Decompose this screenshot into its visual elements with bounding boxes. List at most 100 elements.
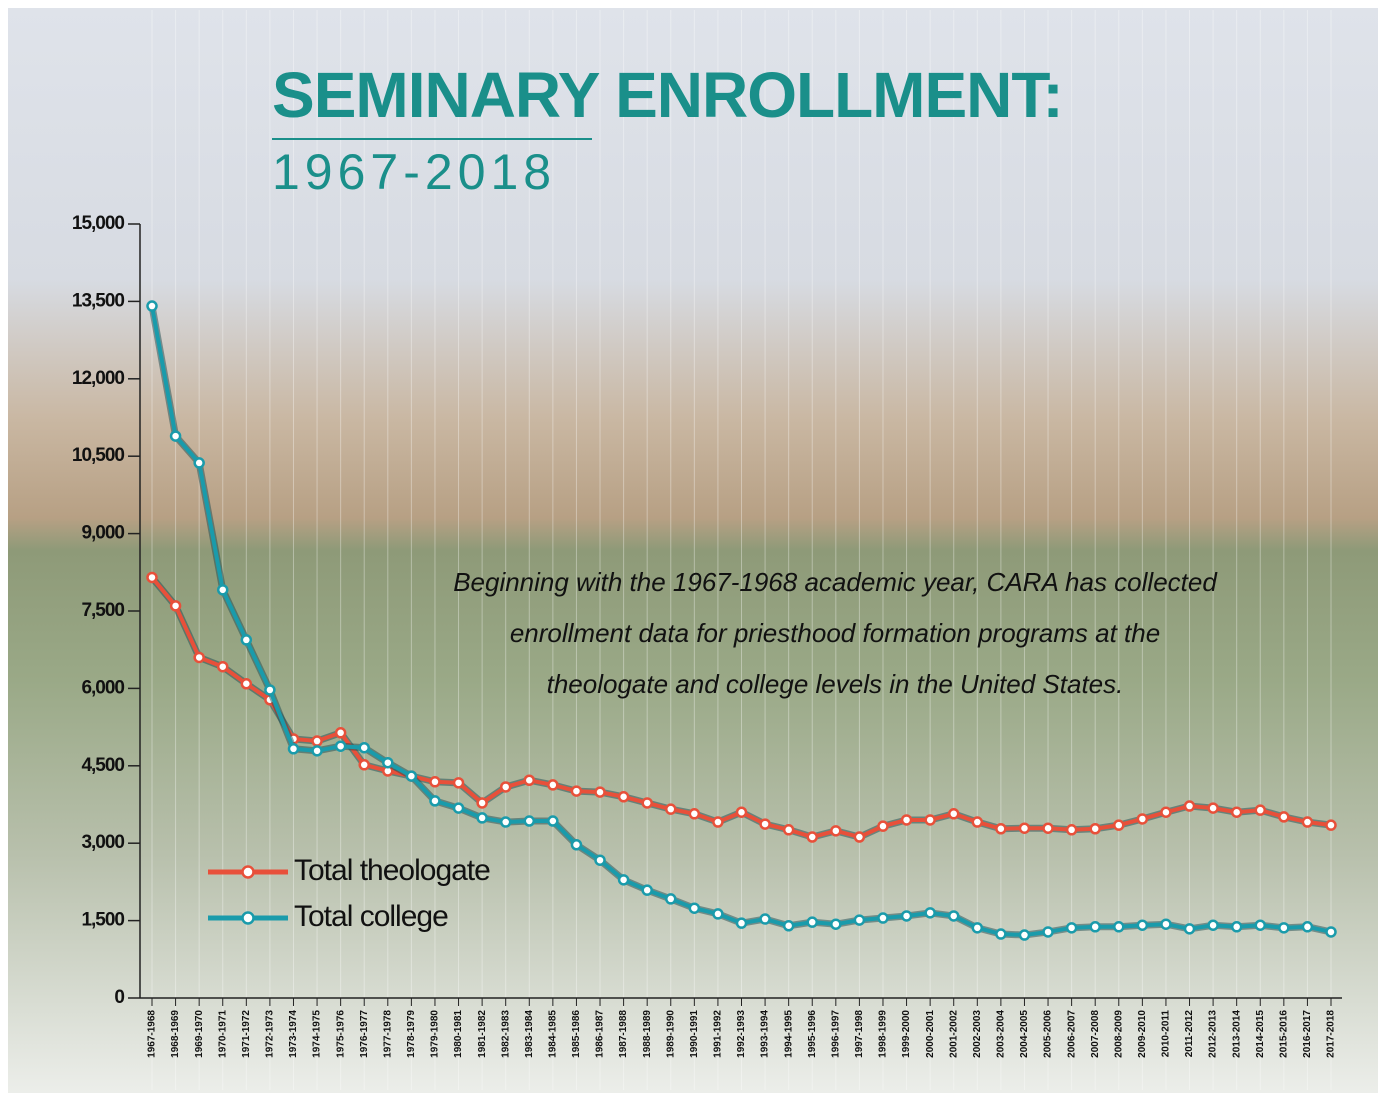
data-point — [596, 856, 605, 865]
annotation-line: enrollment data for priesthood formation… — [510, 618, 1160, 648]
data-point — [808, 833, 817, 842]
data-point — [737, 919, 746, 928]
data-point — [1279, 923, 1288, 932]
x-tick-label: 1997-1998 — [854, 1010, 865, 1058]
data-point — [666, 805, 675, 814]
data-point — [855, 833, 864, 842]
data-point — [195, 653, 204, 662]
y-tick-label: 10,500 — [72, 445, 125, 466]
data-point — [1303, 922, 1312, 931]
legend-marker — [243, 913, 254, 924]
data-point — [619, 875, 628, 884]
annotation: Beginning with the 1967-1968 academic ye… — [453, 567, 1218, 699]
data-point — [926, 815, 935, 824]
data-point — [1044, 824, 1053, 833]
legend-label: Total college — [294, 900, 448, 933]
data-point — [218, 585, 227, 594]
data-point — [902, 911, 911, 920]
x-tick-label: 2009-2010 — [1137, 1010, 1148, 1058]
data-point — [478, 813, 487, 822]
x-tick-label: 1981-1982 — [477, 1010, 488, 1058]
x-tick-label: 1984-1985 — [548, 1010, 559, 1058]
data-point — [454, 804, 463, 813]
data-point — [501, 782, 510, 791]
data-point — [1114, 922, 1123, 931]
x-tick-label: 2003-2004 — [996, 1010, 1007, 1058]
y-tick-label: 6,000 — [81, 677, 124, 698]
data-point — [619, 792, 628, 801]
data-point — [218, 662, 227, 671]
x-tick-label: 1993-1994 — [760, 1010, 771, 1058]
data-point — [996, 824, 1005, 833]
data-point — [1138, 921, 1147, 930]
data-point — [949, 911, 958, 920]
data-point — [478, 798, 487, 807]
data-point — [1067, 825, 1076, 834]
x-tick-label: 2012-2013 — [1208, 1010, 1219, 1058]
x-tick-label: 2015-2016 — [1278, 1010, 1289, 1058]
x-tick-label: 1968-1969 — [170, 1010, 181, 1058]
x-tick-label: 1991-1992 — [713, 1010, 724, 1058]
data-point — [572, 840, 581, 849]
data-point — [525, 817, 534, 826]
data-point — [1279, 812, 1288, 821]
x-tick-label: 1967-1968 — [147, 1010, 158, 1058]
x-tick-label: 1995-1996 — [807, 1010, 818, 1058]
x-tick-label: 1983-1984 — [524, 1010, 535, 1058]
x-tick-label: 1976-1977 — [359, 1010, 370, 1058]
data-point — [548, 817, 557, 826]
data-point — [973, 923, 982, 932]
y-tick-label: 1,500 — [81, 910, 124, 931]
data-point — [430, 796, 439, 805]
x-tick-label: 1987-1988 — [618, 1010, 629, 1058]
data-point — [360, 743, 369, 752]
data-point — [1161, 920, 1170, 929]
x-tick-label: 2006-2007 — [1066, 1010, 1077, 1058]
data-point — [501, 818, 510, 827]
data-point — [407, 772, 416, 781]
x-tick-label: 2000-2001 — [925, 1010, 936, 1058]
data-point — [1020, 931, 1029, 940]
data-point — [454, 778, 463, 787]
x-tick-label: 2014-2015 — [1255, 1010, 1266, 1058]
x-tick-label: 2001-2002 — [948, 1010, 959, 1058]
x-tick-label: 2008-2009 — [1113, 1010, 1124, 1058]
data-point — [784, 825, 793, 834]
data-point — [548, 780, 557, 789]
data-point — [1327, 821, 1336, 830]
data-point — [713, 909, 722, 918]
chart: SEMINARY ENROLLMENT: 1967-2018 Beginning… — [0, 0, 1384, 1099]
data-point — [1303, 818, 1312, 827]
x-tick-label: 2004-2005 — [1019, 1010, 1030, 1058]
data-point — [808, 918, 817, 927]
annotation-line: Beginning with the 1967-1968 academic ye… — [453, 567, 1218, 597]
data-point — [195, 458, 204, 467]
x-tick-label: 1998-1999 — [878, 1010, 889, 1058]
data-point — [666, 894, 675, 903]
legend-marker — [243, 867, 254, 878]
x-tick-label: 1979-1980 — [430, 1010, 441, 1058]
x-tick-label: 1989-1990 — [665, 1010, 676, 1058]
chart-title: SEMINARY ENROLLMENT: — [272, 59, 1063, 131]
x-tick-label: 1988-1989 — [642, 1010, 653, 1058]
data-point — [148, 302, 157, 311]
x-tick-label: 1972-1973 — [265, 1010, 276, 1058]
data-point — [713, 818, 722, 827]
y-tick-label: 4,500 — [81, 755, 124, 776]
data-point — [525, 776, 534, 785]
x-tick-label: 1975-1976 — [335, 1010, 346, 1058]
data-point — [902, 815, 911, 824]
data-point — [313, 746, 322, 755]
x-tick-label: 2010-2011 — [1161, 1010, 1172, 1058]
x-tick-label: 1969-1970 — [194, 1010, 205, 1058]
annotation-line: theologate and college levels in the Uni… — [547, 669, 1124, 699]
x-tick-label: 1974-1975 — [312, 1010, 323, 1058]
x-tick-label: 1999-2000 — [901, 1010, 912, 1058]
data-point — [690, 904, 699, 913]
data-point — [878, 914, 887, 923]
data-point — [1256, 921, 1265, 930]
data-point — [643, 798, 652, 807]
data-point — [265, 685, 274, 694]
data-point — [1020, 824, 1029, 833]
x-tick-label: 2005-2006 — [1043, 1010, 1054, 1058]
